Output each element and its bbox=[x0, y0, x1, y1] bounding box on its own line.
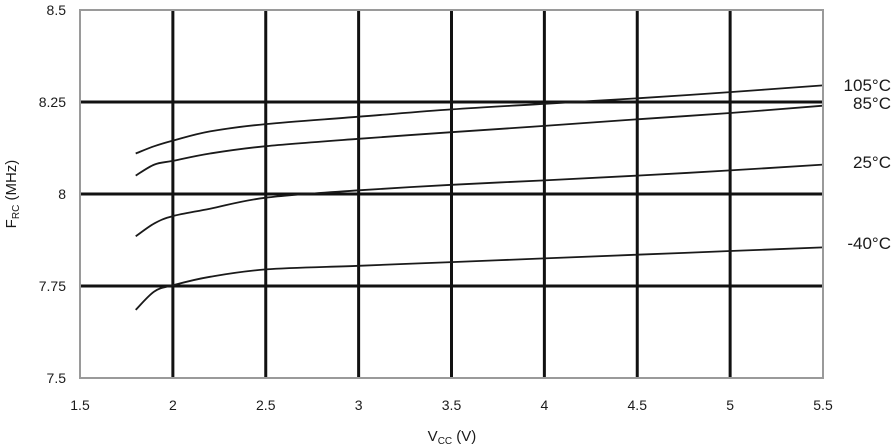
y-tick-label: 7.75 bbox=[39, 278, 66, 294]
y-tick-label: 8.25 bbox=[39, 94, 66, 110]
series-label-25c: 25°C bbox=[853, 153, 891, 172]
series-layer bbox=[135, 84, 824, 311]
series-line-85c bbox=[135, 104, 824, 177]
y-tick-label: 7.5 bbox=[47, 370, 67, 386]
x-axis-title-sub: CC bbox=[438, 436, 452, 446]
series-label-85c: 85°C bbox=[853, 94, 891, 113]
x-tick-label: 3.5 bbox=[442, 397, 462, 413]
x-tick-label: 5 bbox=[726, 397, 734, 413]
y-tick-labels: 7.5 7.75 8 8.25 8.5 bbox=[39, 2, 66, 386]
series-labels: 105°C85°C 25°C -40°C bbox=[844, 76, 891, 253]
y-axis-title-sub: RC bbox=[11, 205, 22, 219]
grid bbox=[80, 10, 823, 378]
y-tick-label: 8.5 bbox=[47, 2, 67, 18]
x-tick-label: 5.5 bbox=[813, 397, 833, 413]
series-line-25c bbox=[135, 163, 824, 238]
y-axis-title: FRC (MHz) bbox=[3, 160, 22, 229]
series-label-minus40c: -40°C bbox=[847, 234, 891, 253]
x-tick-label: 1.5 bbox=[70, 397, 90, 413]
x-axis-title-main: V bbox=[428, 428, 438, 445]
x-tick-label: 2.5 bbox=[256, 397, 276, 413]
y-tick-label: 8 bbox=[58, 186, 66, 202]
x-tick-label: 4 bbox=[540, 397, 548, 413]
x-tick-label: 2 bbox=[169, 397, 177, 413]
y-axis-title-suffix: (MHz) bbox=[3, 160, 20, 205]
x-tick-label: 4.5 bbox=[628, 397, 648, 413]
series-label-105c: 105°C bbox=[844, 76, 891, 95]
x-tick-labels: 1.5 2 2.5 3 3.5 4 4.5 5 5.5 bbox=[70, 397, 833, 413]
x-tick-label: 3 bbox=[355, 397, 363, 413]
x-axis-title-suffix: (V) bbox=[452, 428, 476, 445]
plot-frame bbox=[79, 9, 824, 379]
x-axis-title: VCC (V) bbox=[428, 428, 477, 446]
series-line-105c bbox=[135, 84, 824, 155]
y-axis-title-main: F bbox=[3, 219, 20, 228]
series-line-minus40c bbox=[135, 246, 824, 311]
